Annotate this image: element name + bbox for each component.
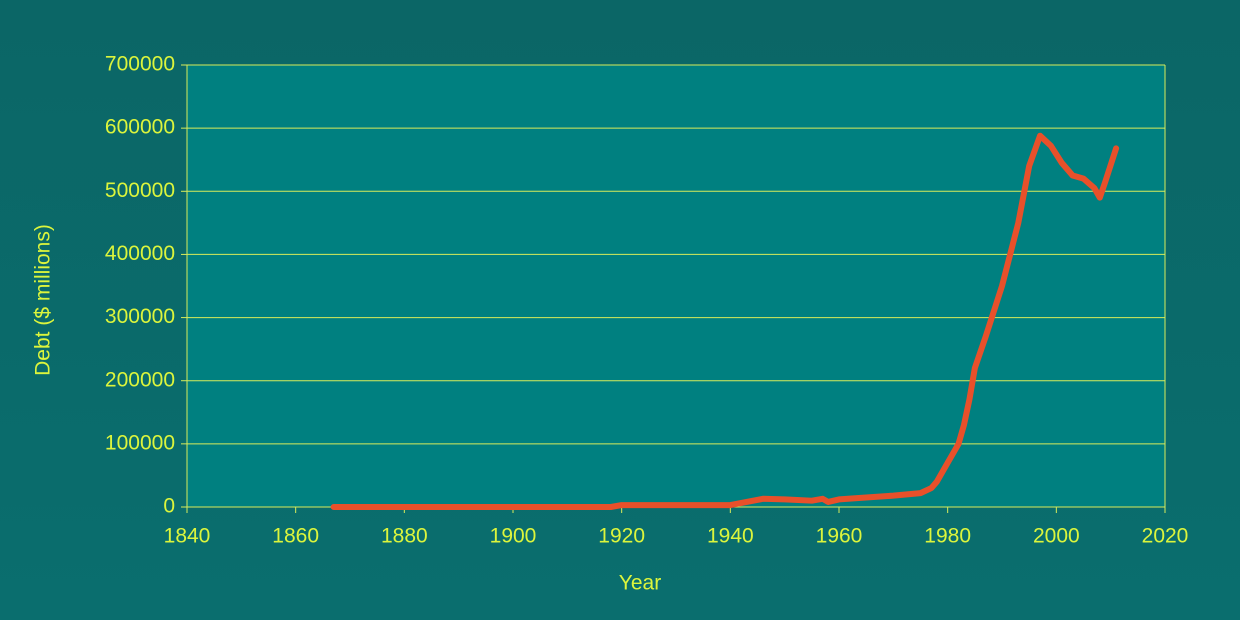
- y-tick-label: 0: [163, 495, 175, 518]
- x-tick-label: 1980: [924, 525, 971, 548]
- y-axis-label: Debt ($ millions): [32, 224, 55, 376]
- plot-area: [187, 65, 1165, 507]
- y-tick-label: 400000: [105, 242, 175, 265]
- x-tick-label: 1860: [272, 525, 319, 548]
- x-tick-label: 1840: [164, 525, 211, 548]
- x-tick-label: 1940: [707, 525, 754, 548]
- x-axis-label: Year: [619, 572, 661, 595]
- y-tick-label: 300000: [105, 305, 175, 328]
- x-tick-label: 1920: [598, 525, 645, 548]
- y-tick-label: 200000: [105, 368, 175, 391]
- x-tick-label: 2020: [1142, 525, 1189, 548]
- y-tick-label: 700000: [105, 53, 175, 76]
- y-tick-label: 100000: [105, 431, 175, 454]
- x-tick-label: 1880: [381, 525, 428, 548]
- y-tick-label: 500000: [105, 179, 175, 202]
- x-tick-label: 2000: [1033, 525, 1080, 548]
- x-tick-label: 1960: [816, 525, 863, 548]
- line-series: [330, 132, 1120, 510]
- x-tick-label: 1900: [490, 525, 537, 548]
- y-tick-label: 600000: [105, 116, 175, 139]
